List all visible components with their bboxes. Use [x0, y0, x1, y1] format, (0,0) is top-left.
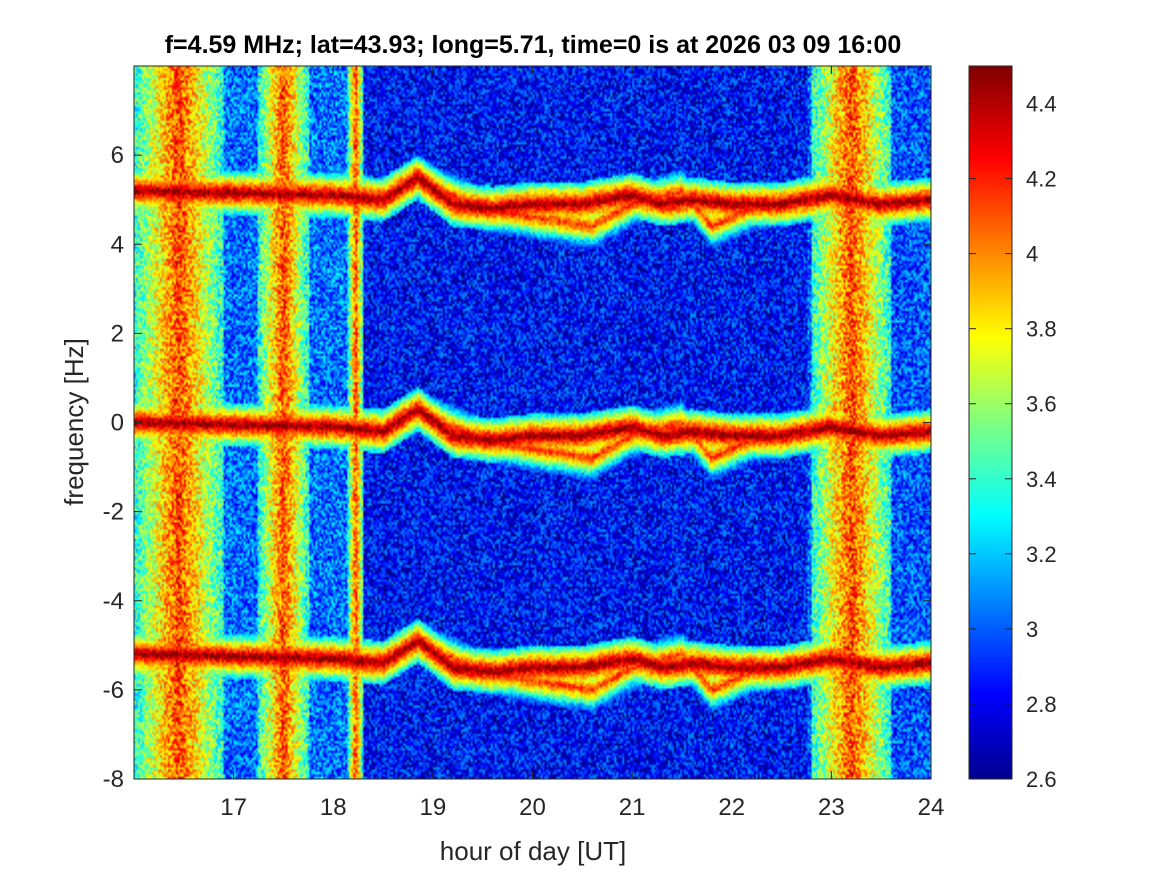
colorbar-tick-label: 4.2: [1026, 167, 1057, 192]
plot-area: [133, 65, 932, 780]
x-tick-label: 23: [818, 794, 845, 821]
x-tick-label: 17: [220, 794, 247, 821]
colorbar-tick-label: 3.2: [1026, 542, 1057, 567]
y-tick-label: 4: [111, 231, 124, 258]
colorbar-tick-label: 3.8: [1026, 317, 1057, 342]
y-tick-label: -2: [103, 499, 124, 526]
x-tick-label: 18: [320, 794, 347, 821]
y-axis-label: frequency [Hz]: [59, 338, 89, 506]
chart-title: f=4.59 MHz; lat=43.93; long=5.71, time=0…: [165, 31, 902, 59]
x-tick-label: 21: [619, 794, 646, 821]
x-tick-label: 20: [519, 794, 546, 821]
y-tick-label: -8: [103, 766, 124, 793]
y-tick-label: -6: [103, 677, 124, 704]
colorbar-gradient: [968, 65, 1013, 780]
y-axis: -8 -6 -4 -2 0 2 4 6: [103, 142, 931, 793]
colorbar-tick-label: 4.4: [1026, 92, 1057, 117]
colorbar-tick-label: 2.8: [1026, 692, 1057, 717]
colorbar-tick-label: 4: [1026, 242, 1038, 267]
x-tick-label: 19: [420, 794, 447, 821]
spectrogram-heatmap: [134, 66, 931, 779]
y-tick-label: 2: [111, 320, 124, 347]
y-tick-label: -4: [103, 588, 124, 615]
x-axis: 17 18 19 20 21 22 23 24: [220, 66, 944, 821]
x-tick-label: 24: [918, 794, 945, 821]
colorbar: 2.6 2.8 3 3.2 3.4 3.6 3.8 4 4.2 4.4: [968, 65, 1057, 792]
x-tick-label: 22: [718, 794, 745, 821]
y-tick-label: 0: [111, 410, 124, 437]
colorbar-tick-label: 3.4: [1026, 467, 1057, 492]
colorbar-ticks: 2.6 2.8 3 3.2 3.4 3.6 3.8 4 4.2 4.4: [969, 92, 1057, 792]
colorbar-tick-label: 2.6: [1026, 767, 1057, 792]
colorbar-tick-label: 3.6: [1026, 392, 1057, 417]
y-tick-label: 6: [111, 142, 124, 169]
x-axis-label: hour of day [UT]: [440, 836, 626, 866]
colorbar-tick-label: 3: [1026, 617, 1038, 642]
